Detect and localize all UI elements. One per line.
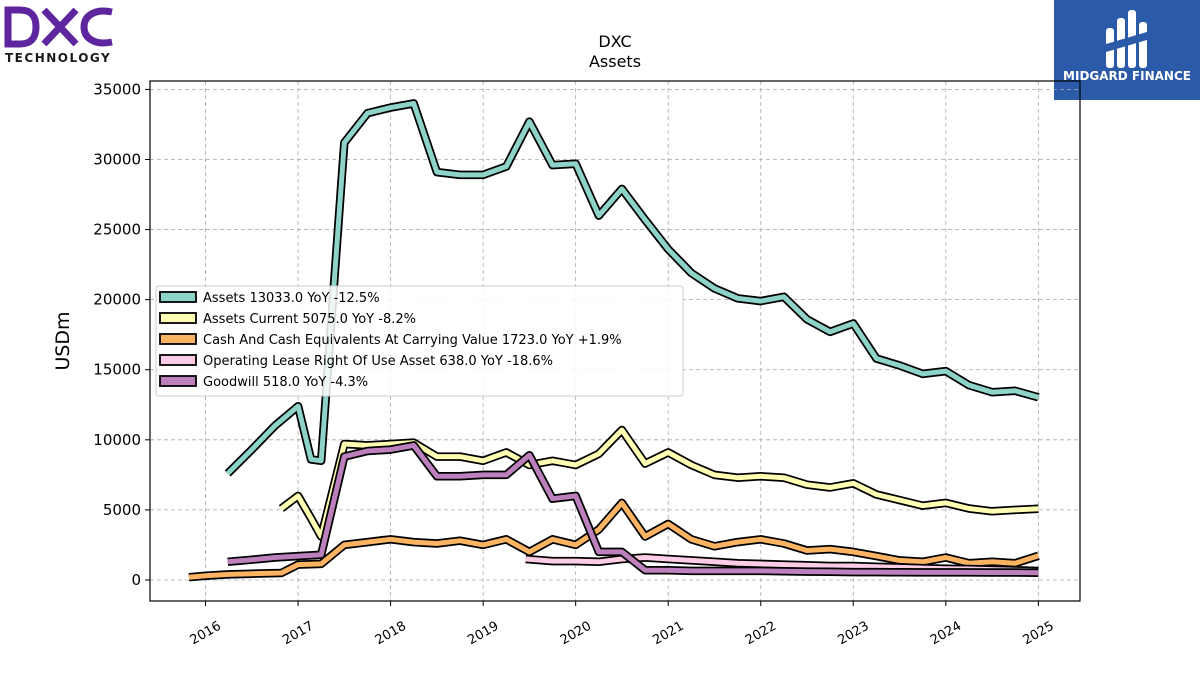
- legend-box: [155, 285, 684, 397]
- series-line: [227, 442, 1039, 576]
- legend: Assets 13033.0 YoY -12.5% Assets Current …: [155, 285, 684, 397]
- y-tick-label: 25000: [93, 221, 141, 239]
- y-tick-label: 5000: [103, 501, 141, 519]
- legend-entry: Goodwill 518.0 YoY -4.3%: [203, 375, 368, 390]
- y-tick-label: 20000: [93, 291, 141, 309]
- x-tick-label: 2025: [1021, 619, 1057, 649]
- x-tick-label: 2024: [928, 619, 964, 649]
- y-axis: 0 5000 10000 15000 20000 25000 30000 35000: [93, 80, 150, 589]
- legend-swatch: [159, 375, 197, 387]
- midgard-finance-name: MIDGARD FINANCE: [1063, 69, 1191, 83]
- legend-swatch: [159, 312, 197, 324]
- legend-entry: Operating Lease Right Of Use Asset 638.0…: [203, 354, 553, 369]
- x-tick-label: 2020: [558, 619, 594, 649]
- x-tick-label: 2023: [835, 619, 871, 649]
- y-tick-label: 0: [131, 571, 141, 589]
- legend-entry: Assets 13033.0 YoY -12.5%: [203, 291, 380, 306]
- dxc-logo-subtitle: TECHNOLOGY: [5, 51, 111, 65]
- legend-swatch: [159, 354, 197, 366]
- y-tick-label: 30000: [93, 150, 141, 168]
- dxc-technology-logo: TECHNOLOGY: [4, 6, 113, 65]
- series-assets-current: [278, 425, 1039, 541]
- series-line: [225, 100, 1040, 476]
- series-line-outline: [227, 441, 1039, 577]
- x-tick-label: 2016: [188, 619, 224, 649]
- x-tick-label: 2019: [465, 619, 501, 649]
- y-axis-label: USDm: [52, 311, 74, 370]
- chart-title: DXC: [598, 32, 631, 51]
- x-tick-label: 2022: [743, 619, 779, 649]
- series-cash-and-cash-equivalents-at-carrying-value: [188, 498, 1040, 582]
- y-tick-label: 10000: [93, 431, 141, 449]
- x-tick-label: 2017: [280, 619, 316, 649]
- series-line: [188, 500, 1040, 580]
- series-assets: [224, 99, 1040, 477]
- chart-subtitle: Assets: [589, 52, 641, 71]
- x-tick-label: 2018: [373, 619, 409, 649]
- x-tick-label: 2021: [650, 619, 686, 649]
- legend-entry: Assets Current 5075.0 YoY -8.2%: [203, 312, 416, 327]
- x-axis: 2016 2017 2018 2019 2020 2021 2022 2023 2024 2025: [188, 601, 1057, 648]
- series-line: [279, 427, 1039, 539]
- midgard-finance-logo-art: MIDGARD FINANCE: [1063, 10, 1191, 83]
- y-tick-label: 35000: [93, 80, 141, 98]
- midgard-emblem-icon: [1106, 10, 1147, 68]
- dxc-logo-mark: [4, 6, 113, 48]
- legend-swatch: [159, 333, 197, 345]
- series-goodwill: [227, 441, 1039, 577]
- legend-swatch: [159, 291, 197, 303]
- midgard-finance-logo: MIDGARD FINANCE: [1054, 0, 1200, 100]
- series-lines: [188, 99, 1040, 582]
- legend-entry: Cash And Cash Equivalents At Carrying Va…: [203, 333, 622, 348]
- plot-frame: [149, 80, 1081, 602]
- y-tick-label: 15000: [93, 361, 141, 379]
